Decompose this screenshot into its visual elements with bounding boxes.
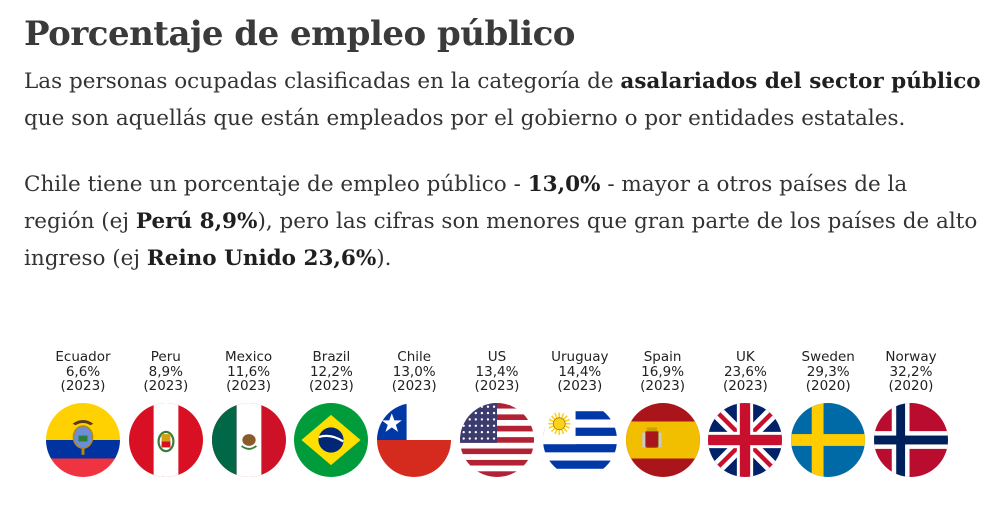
flag-item-mexico: Mexico 11,6% (2023)	[204, 350, 294, 477]
body-paragraph: Chile tiene un porcentaje de empleo públ…	[24, 166, 984, 277]
flag-item-peru: Peru 8,9% (2023)	[121, 350, 211, 477]
value-label: 29,3%	[806, 363, 850, 380]
intro-paragraph: Las personas ocupadas clasificadas en la…	[24, 63, 984, 137]
flag-item-uk: UK 23,6% (2023)	[700, 350, 790, 477]
year-label: (2023)	[474, 378, 520, 394]
uk-flag-icon	[708, 402, 783, 477]
year-label: (2023)	[60, 378, 106, 394]
country: Sweden	[801, 349, 855, 365]
us-flag-icon	[460, 402, 534, 477]
spain-flag-icon	[625, 402, 700, 477]
year-label: (2023)	[640, 378, 686, 394]
value-label: 32,2%	[889, 363, 933, 380]
country: Peru	[150, 349, 181, 365]
country: UK	[736, 349, 755, 365]
flag-label: Mexico 11,6% (2023)	[204, 350, 294, 394]
country: Norway	[885, 349, 937, 365]
intro-text-1: Las personas ocupadas clasificadas en la…	[24, 69, 621, 94]
body-text-1: Chile tiene un porcentaje de empleo públ…	[24, 172, 528, 197]
country: Brazil	[312, 349, 351, 365]
flag-label: Peru 8,9% (2023)	[121, 350, 211, 394]
uruguay-flag-icon	[542, 402, 617, 477]
body-bold-3: Reino Unido 23,6%	[146, 246, 377, 271]
value-label: 11,6%	[227, 363, 271, 380]
flag-label: Sweden 29,3% (2020)	[783, 350, 873, 394]
flag-item-uruguay: Uruguay 14,4% (2023)	[535, 350, 625, 477]
country: Spain	[643, 349, 682, 365]
page-title: Porcentaje de empleo público	[24, 14, 575, 54]
year-label: (2020)	[888, 378, 934, 394]
value-label: 8,9%	[148, 363, 183, 380]
chile-flag-icon	[377, 402, 452, 477]
body-text-2: - mayor a otros países de la región (ej	[24, 172, 908, 234]
value-label: 23,6%	[723, 363, 767, 380]
flag-item-chile: Chile 13,0% (2023)	[369, 350, 459, 477]
country: Uruguay	[551, 349, 609, 365]
flag-label: Norway 32,2% (2020)	[866, 350, 956, 394]
flag-row: Ecuador 6,6% (2023) Peru 8,9% (2023) Mexico 11,…	[0, 350, 1000, 490]
value-label: 16,9%	[641, 363, 685, 380]
flag-item-brazil: Brazil 12,2% (2023)	[286, 350, 376, 477]
country: Ecuador	[55, 349, 111, 365]
value-label: 14,4%	[558, 363, 602, 380]
mexico-flag-icon	[211, 402, 286, 477]
flag-item-us: US 13,4% (2023)	[452, 350, 542, 477]
flag-label: Brazil 12,2% (2023)	[286, 350, 376, 394]
sweden-flag-icon	[791, 402, 866, 477]
country: Mexico	[225, 349, 273, 365]
brazil-flag-icon	[294, 402, 369, 477]
body-bold-1: 13,0%	[527, 172, 601, 197]
value-label: 6,6%	[65, 363, 101, 380]
body-text-3: ), pero las cifras son menores que gran …	[24, 209, 978, 271]
flag-label: Chile 13,0% (2023)	[369, 350, 459, 394]
flag-item-ecuador: Ecuador 6,6% (2023)	[38, 350, 128, 477]
flag-label: Uruguay 14,4% (2023)	[535, 350, 625, 394]
year-label: (2020)	[805, 378, 851, 394]
value-label: 13,0%	[392, 363, 436, 380]
body-text-4: ).	[376, 246, 392, 271]
norway-flag-icon	[874, 402, 948, 477]
country: US	[487, 349, 507, 365]
flag-label: UK 23,6% (2023)	[700, 350, 790, 394]
ecuador-flag-icon	[46, 402, 120, 477]
year-label: (2023)	[226, 378, 272, 394]
year-label: (2023)	[557, 378, 603, 394]
peru-flag-icon	[128, 402, 203, 477]
intro-text-2: que son aquellás que están empleados por…	[24, 106, 906, 131]
flag-label: Ecuador 6,6% (2023)	[38, 350, 128, 394]
year-label: (2023)	[391, 378, 437, 394]
intro-bold-1: asalariados del sector público	[620, 69, 981, 94]
flag-label: US 13,4% (2023)	[452, 350, 542, 394]
flag-item-spain: Spain 16,9% (2023)	[618, 350, 708, 477]
year-label: (2023)	[308, 378, 354, 394]
flag-item-norway: Norway 32,2% (2020)	[866, 350, 956, 477]
country: Chile	[397, 349, 432, 365]
flag-item-sweden: Sweden 29,3% (2020)	[783, 350, 873, 477]
flag-label: Spain 16,9% (2023)	[618, 350, 708, 394]
value-label: 13,4%	[475, 363, 519, 380]
value-label: 12,2%	[309, 363, 353, 380]
year-label: (2023)	[143, 378, 189, 394]
year-label: (2023)	[722, 378, 768, 394]
body-bold-2: Perú 8,9%	[135, 209, 258, 234]
